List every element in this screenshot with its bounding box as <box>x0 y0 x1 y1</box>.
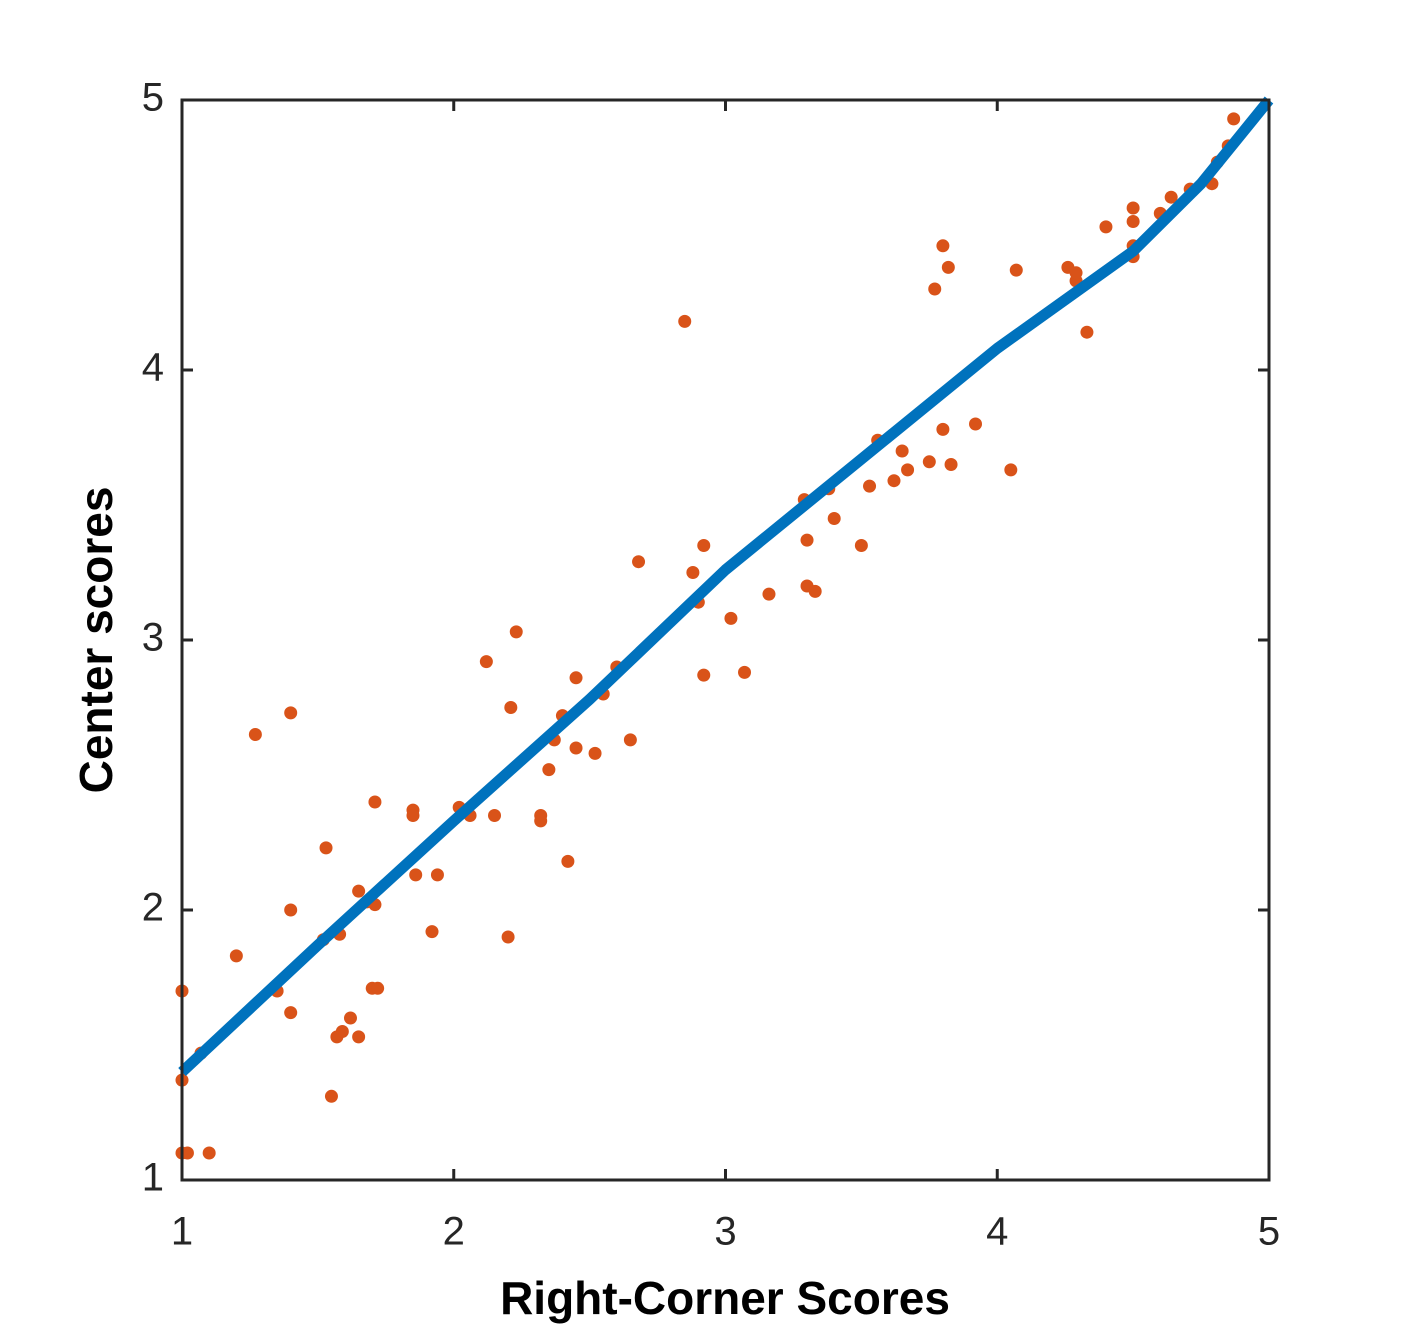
y-tick-label: 1 <box>142 1156 164 1200</box>
point <box>936 239 950 253</box>
point <box>1069 266 1083 280</box>
point <box>895 444 909 458</box>
point <box>569 741 583 755</box>
point <box>969 417 983 431</box>
point <box>762 587 776 601</box>
x-tick-label: 3 <box>714 1210 736 1254</box>
point <box>1164 190 1178 204</box>
y-tick-label: 2 <box>142 886 164 930</box>
point <box>1009 263 1023 277</box>
point <box>1126 201 1140 215</box>
point <box>697 539 711 552</box>
point <box>588 746 602 760</box>
point <box>854 539 868 552</box>
x-tick-label: 4 <box>986 1210 1008 1254</box>
point <box>1004 463 1018 477</box>
point <box>488 809 502 822</box>
point <box>928 282 942 296</box>
point <box>180 1146 194 1160</box>
point <box>887 474 901 488</box>
point <box>944 458 958 471</box>
x-axis-label: Right-Corner Scores <box>500 1272 950 1324</box>
y-tick-label: 5 <box>142 76 164 120</box>
x-tick-label: 2 <box>443 1210 465 1254</box>
point <box>371 981 385 995</box>
point <box>686 566 700 579</box>
point <box>284 1006 298 1020</box>
y-tick-label: 3 <box>142 616 164 660</box>
point <box>901 463 915 477</box>
point <box>827 512 841 525</box>
point <box>335 1025 349 1038</box>
point <box>632 555 646 569</box>
point <box>284 706 298 720</box>
point <box>1227 112 1241 126</box>
point <box>352 1030 366 1044</box>
point <box>319 841 333 855</box>
point <box>202 1146 216 1160</box>
fit-line <box>178 96 1274 1077</box>
point <box>368 795 382 809</box>
point <box>800 533 814 547</box>
point <box>863 479 877 493</box>
point <box>425 925 439 939</box>
point <box>623 733 637 747</box>
point <box>509 625 523 639</box>
point <box>501 930 515 944</box>
y-tick-label: 4 <box>142 346 164 390</box>
point <box>936 422 950 436</box>
point <box>561 854 575 868</box>
point <box>534 814 548 828</box>
x-tick-label: 1 <box>171 1210 193 1254</box>
point <box>738 665 752 679</box>
point <box>1126 215 1140 228</box>
point <box>324 1089 338 1103</box>
point <box>406 809 420 822</box>
point <box>352 884 366 898</box>
point <box>409 868 423 882</box>
point <box>941 260 955 274</box>
point <box>1080 325 1094 339</box>
point <box>724 611 738 625</box>
point <box>922 455 936 469</box>
point <box>678 314 692 328</box>
point <box>248 728 262 741</box>
point <box>569 671 583 685</box>
point <box>808 584 822 598</box>
x-tick-label: 5 <box>1258 1210 1280 1254</box>
point <box>430 868 444 882</box>
point <box>1099 220 1113 234</box>
point <box>542 763 556 777</box>
point <box>697 668 711 682</box>
point <box>229 949 243 963</box>
point <box>479 655 493 669</box>
point <box>284 903 298 917</box>
point <box>343 1011 357 1025</box>
point <box>504 701 518 714</box>
plot-frame <box>180 98 1271 1182</box>
y-axis-label: Center scores <box>70 487 122 794</box>
